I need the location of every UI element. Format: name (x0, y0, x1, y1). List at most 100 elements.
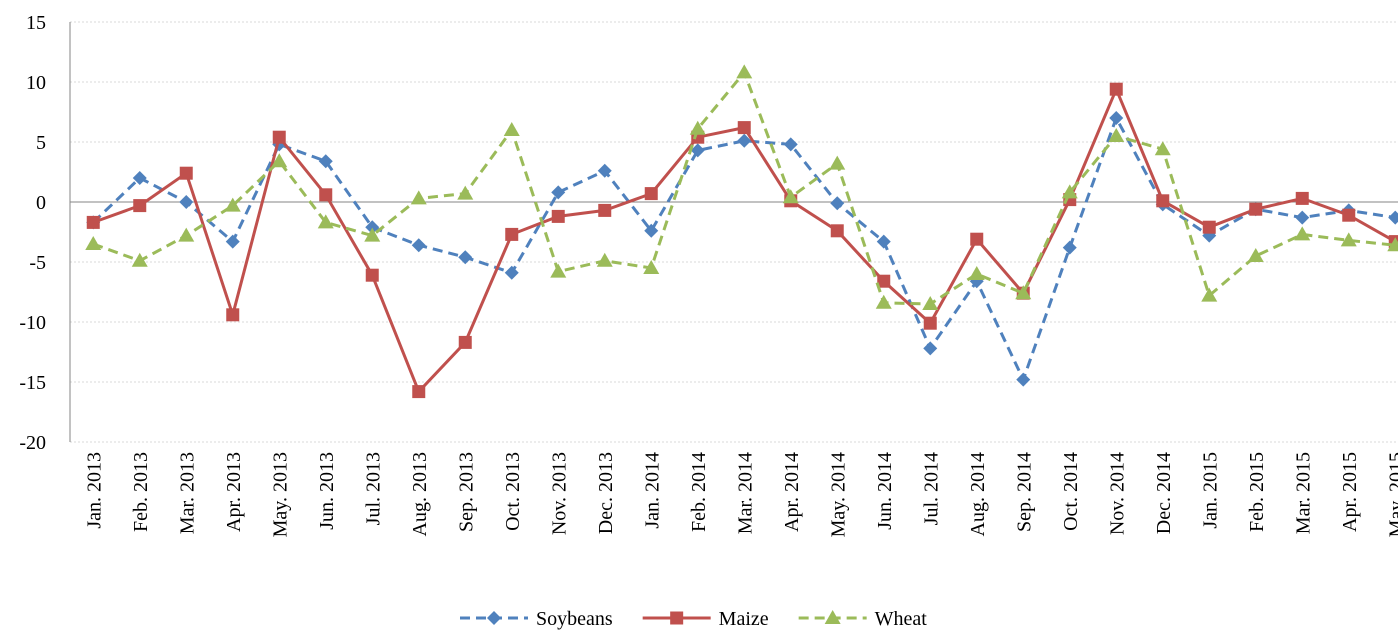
data-point (1388, 210, 1398, 225)
y-tick-label: -10 (19, 312, 46, 334)
x-tick-label: Jul. 2014 (920, 452, 942, 525)
data-point (736, 64, 753, 79)
data-point (85, 236, 102, 250)
data-point (1016, 372, 1031, 387)
data-point (551, 209, 565, 223)
x-tick-label: Jul. 2013 (362, 452, 384, 525)
x-tick-label: Jun. 2013 (316, 452, 338, 530)
data-point (1249, 202, 1263, 216)
data-point (1156, 194, 1170, 208)
x-tick-label: Jan. 2013 (83, 452, 105, 529)
data-point (1247, 248, 1264, 262)
x-tick-label: May. 2013 (269, 452, 291, 537)
y-tick-label: 10 (26, 72, 46, 94)
data-point (829, 155, 846, 170)
legend-marker (670, 611, 684, 625)
data-point (1061, 184, 1078, 199)
x-tick-label: Dec. 2013 (595, 452, 617, 534)
x-tick-label: Feb. 2013 (130, 452, 152, 532)
data-point (225, 234, 240, 249)
legend-label: Wheat (875, 608, 928, 630)
data-point (458, 335, 472, 349)
data-point (224, 197, 241, 212)
x-tick-label: Apr. 2014 (781, 452, 803, 532)
data-point (1342, 208, 1356, 222)
data-point (132, 171, 147, 185)
data-point (1062, 240, 1077, 255)
data-point (923, 341, 938, 356)
data-point (1295, 191, 1309, 205)
data-point (550, 263, 567, 278)
data-point (272, 130, 286, 144)
data-point (179, 166, 193, 180)
data-point (411, 238, 426, 253)
data-point (1108, 128, 1125, 142)
x-tick-label: Apr. 2015 (1339, 452, 1361, 532)
x-tick-label: May. 2015 (1385, 452, 1398, 537)
data-point (875, 294, 892, 309)
data-point (689, 120, 706, 135)
data-point (271, 153, 288, 168)
data-point (644, 223, 659, 238)
data-point (179, 195, 194, 209)
data-point (317, 214, 334, 229)
data-point (410, 190, 427, 205)
data-point (877, 274, 891, 288)
data-point (644, 187, 658, 201)
legend-marker (824, 610, 841, 624)
data-point (364, 227, 381, 242)
data-point (226, 308, 240, 322)
data-point (412, 385, 426, 399)
data-point (690, 143, 705, 158)
data-point (1202, 220, 1216, 234)
data-point (503, 122, 520, 136)
data-point (1201, 287, 1218, 302)
x-tick-label: Nov. 2014 (1106, 452, 1128, 535)
y-tick-label: 15 (26, 12, 46, 34)
y-tick-label: 5 (36, 132, 46, 154)
data-point (782, 189, 799, 204)
y-tick-label: -5 (29, 252, 46, 274)
x-tick-label: Mar. 2014 (734, 452, 756, 534)
x-tick-label: Aug. 2014 (967, 452, 989, 536)
legend-label: Soybeans (536, 608, 613, 630)
data-point (783, 137, 798, 152)
x-tick-label: Apr. 2013 (223, 452, 245, 532)
data-point (1295, 210, 1310, 225)
data-point (1109, 82, 1123, 96)
data-point (1015, 285, 1032, 300)
y-tick-label: 0 (36, 192, 46, 214)
data-point (365, 268, 379, 282)
data-point (505, 227, 519, 241)
data-point (504, 265, 519, 280)
data-point (86, 215, 100, 229)
data-point (1109, 111, 1124, 125)
legend-label: Maize (719, 608, 769, 630)
data-point (970, 232, 984, 246)
data-point (318, 154, 333, 169)
data-point (1340, 232, 1357, 247)
x-tick-label: Feb. 2014 (688, 452, 710, 532)
data-point (830, 196, 845, 211)
data-point (131, 252, 148, 267)
x-tick-label: Sep. 2014 (1013, 452, 1035, 532)
data-point (1387, 237, 1398, 252)
data-point (458, 250, 473, 265)
data-point (596, 252, 613, 267)
x-tick-label: May. 2014 (827, 452, 849, 537)
x-tick-label: Sep. 2013 (455, 452, 477, 532)
series-line (92, 114, 1396, 384)
x-tick-label: Nov. 2013 (548, 452, 570, 535)
x-tick-label: Mar. 2013 (176, 452, 198, 534)
data-point (365, 220, 380, 235)
data-point (1154, 141, 1171, 156)
x-tick-label: Jun. 2014 (874, 452, 896, 530)
x-tick-label: Jan. 2015 (1199, 452, 1221, 529)
x-tick-label: Dec. 2014 (1153, 452, 1175, 534)
x-tick-label: Aug. 2013 (409, 452, 431, 536)
data-point (737, 133, 752, 148)
x-tick-label: Mar. 2015 (1292, 452, 1314, 534)
data-point (1294, 226, 1311, 241)
data-point (133, 199, 147, 213)
